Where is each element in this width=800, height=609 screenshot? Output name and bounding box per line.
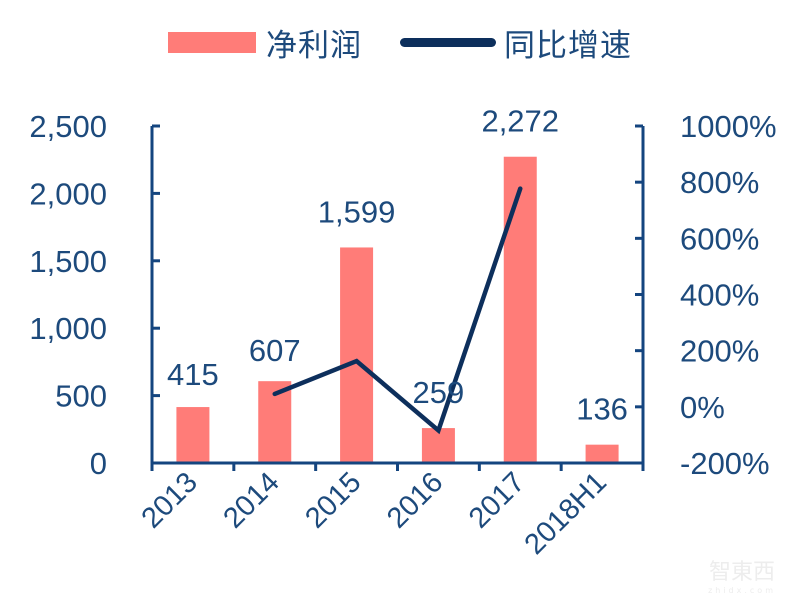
x-axis-label-2018H1: 2018H1: [519, 466, 613, 560]
yoy-growth-line: [272, 186, 523, 435]
watermark-logo: 智東西: [709, 560, 776, 585]
right-axis-label: -200%: [680, 446, 770, 481]
bar-value-label-2018H1: 136: [576, 392, 628, 427]
left-axis-label: 500: [55, 379, 107, 414]
left-axis-label: 2,000: [29, 176, 107, 211]
right-axis-label: 1000%: [680, 109, 777, 144]
left-axis-label: 1,000: [29, 311, 107, 346]
bar-2016: [421, 428, 455, 463]
right-axis-label: 600%: [680, 221, 759, 256]
legend-label-net-profit: 净利润: [266, 27, 362, 64]
legend-item-yoy-growth: 同比增速: [400, 20, 632, 65]
legend-label-yoy-growth: 同比增速: [504, 27, 632, 64]
bar-value-label-2015: 1,599: [318, 194, 396, 229]
left-axis-label: 0: [90, 446, 107, 481]
x-axis-label-2013: 2013: [136, 466, 204, 534]
bar-2015: [340, 247, 374, 463]
left-axis-label: 2,500: [29, 109, 107, 144]
x-axis-label-2017: 2017: [463, 466, 531, 534]
legend-item-net-profit: 净利润: [168, 20, 362, 65]
x-axis-label-2015: 2015: [299, 466, 367, 534]
right-axis-label: 0%: [680, 390, 725, 425]
x-axis-label-2016: 2016: [381, 466, 449, 534]
bar-value-label-2014: 607: [249, 333, 301, 368]
bar-2018H1: [585, 444, 619, 463]
bar-value-label-2013: 415: [167, 357, 219, 392]
watermark-url: zhidx.com: [708, 586, 776, 595]
right-axis-label: 800%: [680, 165, 759, 200]
x-axis-label-2014: 2014: [217, 466, 285, 534]
bar-2017: [503, 156, 537, 463]
bar-2013: [176, 407, 210, 463]
chart-legend: 净利润 同比增速: [168, 20, 670, 64]
right-axis-label: 200%: [680, 334, 759, 369]
bar-swatch-icon: [168, 31, 256, 53]
bar-value-label-2016: 259: [413, 375, 465, 410]
left-axis-label: 1,500: [29, 244, 107, 279]
bar-value-label-2017: 2,272: [481, 104, 559, 139]
line-swatch-icon: [400, 37, 496, 47]
right-axis-label: 400%: [680, 278, 759, 313]
watermark: 智東西 zhidx.com: [708, 554, 776, 595]
